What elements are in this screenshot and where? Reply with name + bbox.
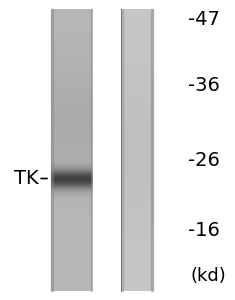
Bar bbox=[93, 9, 121, 291]
Bar bbox=[51, 9, 53, 291]
Text: -16: -16 bbox=[188, 221, 220, 241]
Text: TK: TK bbox=[14, 169, 39, 188]
Text: -26: -26 bbox=[188, 151, 220, 170]
Bar bbox=[121, 9, 122, 291]
Text: (kd): (kd) bbox=[190, 267, 226, 285]
Bar bbox=[91, 9, 93, 291]
Bar bbox=[151, 9, 153, 291]
Text: -36: -36 bbox=[188, 76, 220, 95]
Text: -47: -47 bbox=[188, 10, 220, 29]
